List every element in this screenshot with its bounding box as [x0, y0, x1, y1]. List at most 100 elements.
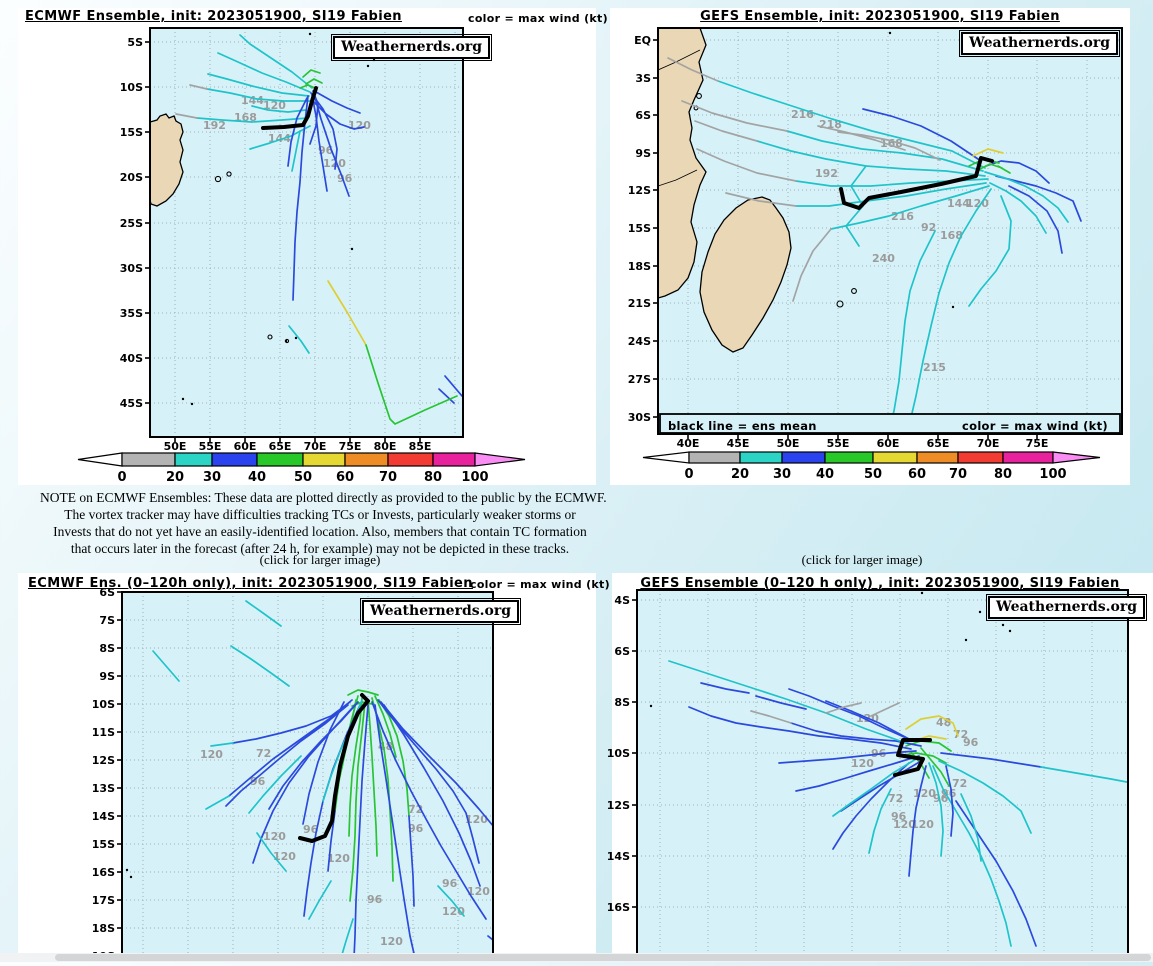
gefs-full-strip-left-label: black line = ens mean [668, 419, 817, 433]
svg-text:80: 80 [424, 470, 442, 485]
svg-text:120: 120 [263, 830, 286, 843]
svg-text:120: 120 [911, 818, 934, 831]
svg-text:20: 20 [166, 470, 184, 485]
svg-text:70: 70 [949, 467, 967, 482]
svg-text:50: 50 [864, 467, 882, 482]
svg-text:96: 96 [367, 893, 383, 906]
svg-text:120: 120 [380, 935, 403, 948]
svg-text:65E: 65E [927, 437, 950, 450]
svg-text:85E: 85E [409, 440, 432, 453]
svg-text:75E: 75E [1026, 437, 1049, 450]
svg-text:120: 120 [442, 905, 465, 918]
ecmwf-120h-watermark: Weathernerds.org [360, 598, 521, 625]
svg-text:192: 192 [815, 167, 838, 180]
svg-text:72: 72 [256, 747, 271, 760]
click-larger-link-left[interactable]: (click for larger image) [259, 552, 381, 567]
svg-text:96: 96 [408, 822, 424, 835]
note-line-2: The vortex tracker may have difficulties… [64, 507, 576, 522]
svg-text:60: 60 [336, 470, 354, 485]
svg-text:35S: 35S [120, 307, 143, 320]
svg-text:7S: 7S [99, 614, 115, 627]
svg-text:25S: 25S [120, 217, 143, 230]
svg-text:40E: 40E [677, 437, 700, 450]
svg-text:18S: 18S [92, 922, 115, 935]
gefs-120h-watermark: Weathernerds.org [986, 594, 1147, 621]
svg-text:120: 120 [465, 813, 488, 826]
svg-text:50: 50 [294, 470, 312, 485]
note-line-3: Invests that do not yet have an easily-i… [53, 524, 587, 539]
ecmwf-full-title: ECMWF Ensemble, init: 2023051900, SI19 F… [25, 9, 402, 24]
svg-text:13S: 13S [92, 782, 115, 795]
svg-text:55E: 55E [199, 440, 222, 453]
svg-text:120: 120 [200, 748, 223, 761]
svg-text:45S: 45S [120, 397, 143, 410]
svg-text:120: 120 [327, 852, 350, 865]
svg-text:16S: 16S [92, 866, 115, 879]
svg-text:96: 96 [933, 792, 949, 805]
svg-text:30S: 30S [120, 262, 143, 275]
svg-text:30: 30 [203, 470, 221, 485]
svg-text:8S: 8S [614, 696, 630, 709]
ecmwf-note: NOTE on ECMWF Ensembles: These data are … [40, 489, 607, 557]
svg-text:120: 120 [893, 818, 916, 831]
svg-text:96: 96 [250, 775, 266, 788]
svg-text:240: 240 [872, 252, 895, 265]
svg-text:60: 60 [908, 467, 926, 482]
svg-text:92: 92 [921, 221, 936, 234]
svg-text:10S: 10S [607, 747, 630, 760]
svg-text:5S: 5S [127, 36, 143, 49]
svg-text:120: 120 [348, 119, 371, 132]
click-larger-link-right[interactable]: (click for larger image) [801, 552, 923, 567]
svg-text:6S: 6S [99, 586, 115, 599]
svg-text:12S: 12S [607, 799, 630, 812]
svg-text:40S: 40S [120, 352, 143, 365]
svg-text:14S: 14S [92, 810, 115, 823]
svg-text:0: 0 [684, 467, 693, 482]
svg-text:8S: 8S [99, 642, 115, 655]
svg-text:45E: 45E [727, 437, 750, 450]
svg-text:24S: 24S [628, 335, 651, 348]
gefs-full-strip-right-label: color = max wind (kt) [962, 419, 1108, 433]
note-line-1: NOTE on ECMWF Ensembles: These data are … [40, 490, 607, 505]
svg-text:30S: 30S [628, 411, 651, 424]
svg-text:120: 120 [323, 157, 346, 170]
svg-text:40: 40 [816, 467, 834, 482]
svg-text:100: 100 [1039, 467, 1066, 482]
svg-text:70E: 70E [304, 440, 327, 453]
svg-text:50E: 50E [777, 437, 800, 450]
svg-text:9S: 9S [99, 670, 115, 683]
svg-text:EQ: EQ [634, 34, 651, 47]
svg-text:10S: 10S [92, 698, 115, 711]
svg-text:80E: 80E [374, 440, 397, 453]
svg-text:16S: 16S [607, 901, 630, 914]
svg-text:6S: 6S [614, 645, 630, 658]
gefs-full-title: GEFS Ensemble, init: 2023051900, SI19 Fa… [700, 9, 1060, 24]
svg-text:120: 120 [851, 757, 874, 770]
svg-text:120: 120 [467, 885, 490, 898]
svg-text:55E: 55E [827, 437, 850, 450]
svg-text:70E: 70E [977, 437, 1000, 450]
svg-text:12S: 12S [628, 184, 651, 197]
svg-text:96: 96 [963, 736, 979, 749]
svg-text:72: 72 [888, 792, 903, 805]
horizontal-scrollbar-thumb[interactable] [55, 954, 1151, 961]
svg-text:10S: 10S [120, 81, 143, 94]
svg-text:30: 30 [773, 467, 791, 482]
svg-text:3S: 3S [635, 72, 651, 85]
svg-text:80: 80 [994, 467, 1012, 482]
svg-text:120: 120 [273, 850, 296, 863]
svg-text:15S: 15S [92, 838, 115, 851]
svg-text:14S: 14S [607, 850, 630, 863]
svg-text:17S: 17S [92, 894, 115, 907]
svg-text:144: 144 [947, 197, 970, 210]
ecmwf-full-color-note: color = max wind (kt) [468, 12, 608, 25]
ecmwf-full-watermark: Weathernerds.org [331, 34, 492, 61]
note-line-4: that occurs later in the forecast (after… [70, 541, 570, 556]
svg-text:96: 96 [442, 877, 458, 890]
svg-text:6S: 6S [635, 109, 651, 122]
svg-text:96: 96 [303, 823, 319, 836]
svg-text:75E: 75E [339, 440, 362, 453]
svg-text:96: 96 [891, 810, 907, 823]
